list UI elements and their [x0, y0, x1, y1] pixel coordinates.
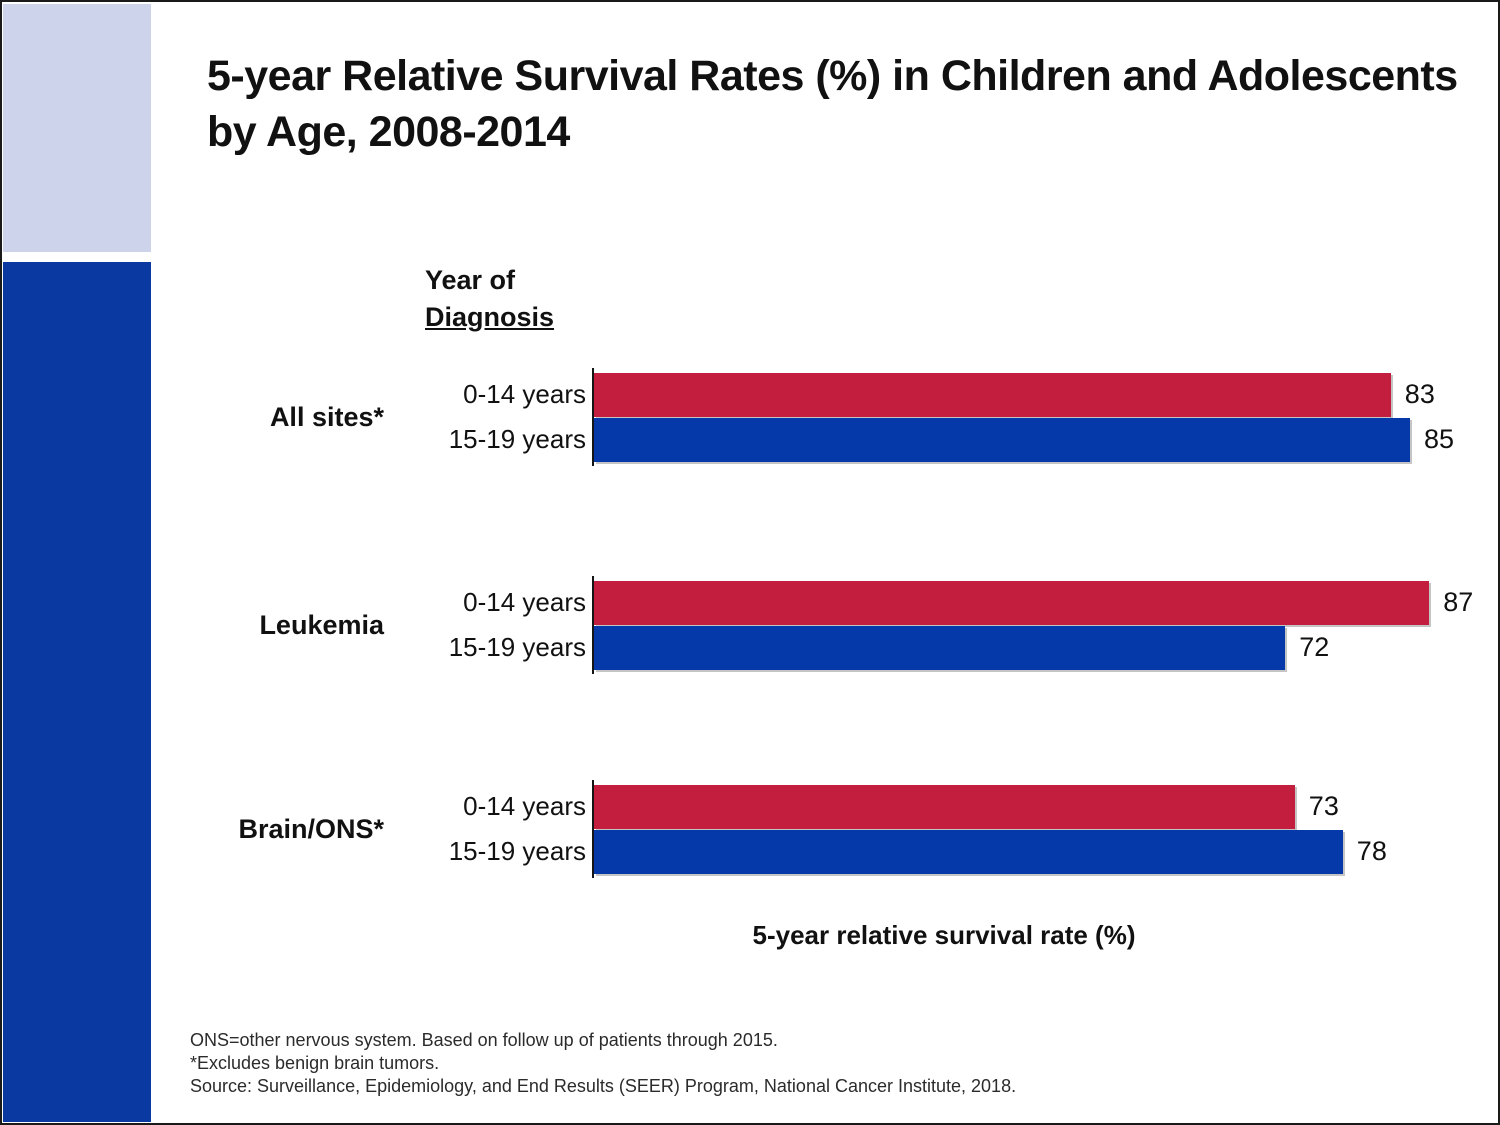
- footnote-line: Source: Surveillance, Epidemiology, and …: [190, 1076, 1017, 1096]
- year-of-diagnosis-line2: Diagnosis: [425, 302, 555, 332]
- survival-bar-red: [594, 372, 1391, 417]
- footnotes: ONS=other nervous system. Based on follo…: [190, 1029, 1290, 1098]
- footnote-line: ONS=other nervous system. Based on follo…: [190, 1030, 778, 1050]
- axis-baseline: [592, 368, 594, 466]
- bar-group-leukemia: Leukemia 0-14 years 87 15-19 years 72: [2, 576, 1498, 674]
- bar-group-brain-ons: Brain/ONS* 0-14 years 73 15-19 years 78: [2, 780, 1498, 878]
- page-title: 5-year Relative Survival Rates (%) in Ch…: [207, 48, 1477, 160]
- bar-row: 0-14 years 87: [2, 580, 1498, 625]
- axis-baseline: [592, 576, 594, 674]
- series-label: 0-14 years: [463, 587, 586, 617]
- category-label: Leukemia: [259, 609, 384, 640]
- survival-bar-blue: [594, 417, 1410, 462]
- survival-bar-blue: [594, 829, 1343, 874]
- bar-row: 15-19 years 72: [2, 625, 1498, 670]
- sidebar-top-block: [3, 4, 151, 252]
- sidebar-accent-block: [3, 262, 151, 1122]
- year-of-diagnosis-line1: Year of: [425, 265, 516, 295]
- series-label: 15-19 years: [448, 836, 586, 866]
- survival-bar-blue: [594, 625, 1286, 670]
- page-title-line2: by Age, 2008-2014: [207, 108, 570, 156]
- value-label: 72: [1299, 632, 1330, 662]
- value-label: 83: [1404, 379, 1435, 409]
- category-label: All sites*: [269, 401, 384, 432]
- axis-baseline: [592, 780, 594, 878]
- series-label: 0-14 years: [463, 791, 586, 821]
- series-label: 15-19 years: [448, 632, 586, 662]
- x-axis-label: 5-year relative survival rate (%): [752, 920, 1136, 950]
- survival-bar-red: [594, 784, 1295, 829]
- bar-row: 0-14 years 73: [2, 784, 1498, 829]
- bar-row: 15-19 years 78: [2, 829, 1498, 874]
- category-label: Brain/ONS*: [238, 813, 384, 844]
- series-label: 15-19 years: [448, 424, 586, 454]
- value-label: 85: [1424, 424, 1455, 454]
- value-label: 78: [1356, 836, 1387, 866]
- value-label: 73: [1308, 791, 1339, 821]
- page-title-line1: 5-year Relative Survival Rates (%) in Ch…: [207, 52, 1458, 100]
- bar-row: 15-19 years 85: [2, 417, 1498, 462]
- survival-bar-red: [594, 580, 1430, 625]
- bar-row: 0-14 years 83: [2, 372, 1498, 417]
- series-label: 0-14 years: [463, 379, 586, 409]
- value-label: 87: [1443, 587, 1474, 617]
- bar-group-all-sites: All sites* 0-14 years 83 15-19 years 85: [2, 368, 1498, 466]
- footnote-line: *Excludes benign brain tumors.: [190, 1053, 440, 1073]
- year-of-diagnosis-header: Year of Diagnosis: [425, 262, 554, 336]
